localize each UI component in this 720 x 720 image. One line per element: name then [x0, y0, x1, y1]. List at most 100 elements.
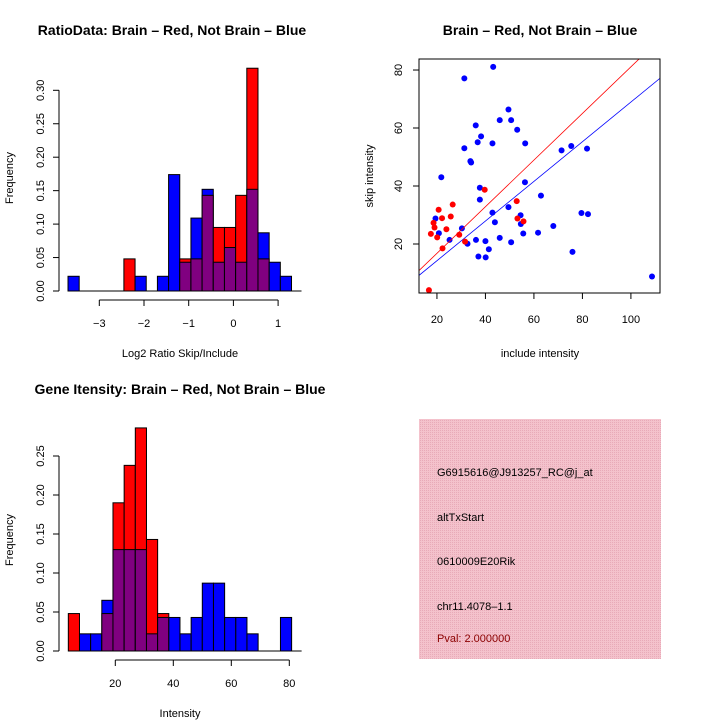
scatter-plot: 20 40 60 80 100 20 40 60 80 [393, 58, 661, 326]
bar-overlap [112, 549, 125, 652]
bar-not-brain [134, 275, 147, 292]
point-not-brain [476, 196, 483, 203]
bar-overlap [190, 258, 203, 292]
point-not-brain [461, 75, 468, 82]
point-not-brain [482, 254, 489, 261]
x-tick-label: 1 [275, 318, 281, 330]
bar-not-brain [168, 174, 181, 292]
bar-overlap [157, 616, 170, 652]
ratio-title: RatioData: Brain – Red, Not Brain – Blue [38, 22, 307, 38]
point-brain [513, 198, 520, 205]
bar-not-brain [90, 633, 103, 652]
bar-overlap [123, 549, 136, 652]
bar-not-brain [78, 633, 92, 652]
point-brain [462, 238, 469, 245]
point-not-brain [446, 236, 453, 243]
bar-not-brain [190, 616, 203, 652]
bar-not-brain [201, 582, 214, 652]
x-tick-label: −2 [138, 318, 151, 330]
bar-overlap [235, 261, 248, 292]
y-tick-label: 0.00 [35, 640, 47, 661]
bar-brain [123, 258, 136, 292]
point-not-brain [550, 223, 557, 230]
point-brain [456, 231, 463, 238]
bar-overlap [101, 613, 114, 652]
bar-not-brain [224, 616, 237, 652]
point-brain [447, 213, 454, 220]
point-brain [520, 218, 527, 225]
y-tick-label: 0.05 [35, 247, 47, 268]
point-not-brain [458, 225, 465, 232]
bar-not-brain [168, 616, 181, 652]
point-not-brain [476, 184, 483, 191]
y-tick-label: 80 [393, 64, 405, 76]
bar-overlap [179, 261, 192, 292]
ratio-xlabel: Log2 Ratio Skip/Include [122, 348, 238, 360]
y-tick-label: 0.30 [35, 80, 47, 101]
x-tick-label: 80 [576, 314, 588, 326]
point-not-brain [558, 147, 565, 154]
y-tick-label: 0.15 [35, 523, 47, 544]
probe-id: G6915616@J913257_RC@j_at [437, 467, 593, 479]
x-tick-label: 20 [109, 678, 121, 690]
point-brain [431, 224, 438, 231]
point-not-brain [489, 209, 496, 216]
y-tick-label: 0.25 [35, 445, 47, 466]
bar-overlap [212, 261, 225, 292]
intensity-title: Gene Itensity: Brain – Red, Not Brain – … [35, 381, 326, 397]
bar-not-brain [279, 616, 293, 652]
bar-overlap [246, 188, 259, 292]
x-tick-label: 80 [283, 678, 295, 690]
point-not-brain [520, 230, 527, 237]
x-tick-label: 60 [225, 678, 237, 690]
point-brain [434, 234, 441, 241]
y-tick-label: 0.00 [35, 280, 47, 301]
intensity-histogram: 0.00 0.05 0.10 0.15 0.20 0.25 20 40 60 80 [35, 427, 302, 690]
point-not-brain [584, 145, 591, 152]
fit-line-not-brain [419, 77, 660, 276]
scatter-xlabel: include intensity [501, 348, 580, 360]
point-not-brain [496, 117, 503, 124]
fit-line-brain [419, 59, 640, 271]
point-not-brain [461, 145, 468, 152]
bar-not-brain [246, 633, 259, 652]
point-not-brain [508, 239, 515, 246]
x-tick-label: −1 [182, 318, 195, 330]
point-brain [427, 230, 434, 237]
point-not-brain [438, 174, 445, 181]
location: chr11.4078–1.1 [437, 601, 513, 613]
point-not-brain [490, 63, 497, 70]
y-tick-label: 0.15 [35, 180, 47, 201]
bar-not-brain [67, 275, 80, 292]
bar-overlap [223, 247, 237, 292]
bar-not-brain [179, 633, 192, 652]
bar-brain [67, 613, 80, 652]
info-panel [419, 419, 661, 659]
point-brain [514, 215, 521, 222]
point-not-brain [568, 142, 575, 149]
pval: Pval: 2.000000 [437, 633, 510, 645]
point-not-brain [482, 238, 489, 245]
point-brain [449, 201, 456, 208]
point-brain [439, 215, 446, 222]
ratio-histogram: 0.00 0.05 0.10 0.15 0.20 0.25 0.30 −3 −2 −1 0 1 [35, 67, 302, 330]
point-not-brain [485, 246, 492, 253]
bar-not-brain [235, 616, 248, 652]
y-tick-label: 0.05 [35, 601, 47, 622]
scatter-title: Brain – Red, Not Brain – Blue [443, 22, 638, 38]
point-not-brain [475, 253, 482, 260]
point-not-brain [489, 140, 496, 147]
y-tick-label: 0.25 [35, 113, 47, 134]
scatter-ylabel: skip intensity [364, 144, 376, 207]
point-not-brain [478, 133, 485, 140]
point-not-brain [491, 219, 498, 226]
point-not-brain [472, 236, 479, 243]
point-not-brain [522, 140, 529, 147]
y-tick-label: 40 [393, 180, 405, 192]
point-not-brain [535, 229, 542, 236]
event-type: altTxStart [437, 512, 484, 524]
point-brain [481, 186, 488, 193]
y-tick-label: 60 [393, 122, 405, 134]
